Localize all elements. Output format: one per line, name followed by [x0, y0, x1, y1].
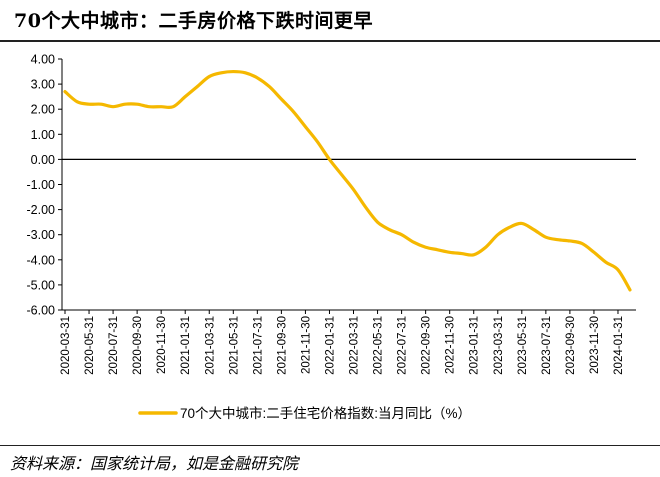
x-axis: 2020-03-31 2020-05-31 2020-07-31 2020-09-30…: [60, 158, 636, 375]
y-tick-label: 0.00: [31, 153, 55, 167]
y-axis: 4.00 3.00 2.00 1.00 0.00 -1.00 -2.00 -3.00 -4.00…: [27, 53, 63, 318]
y-tick-label: -4.00: [27, 253, 56, 267]
series-line: [63, 69, 632, 292]
x-tick-label: 2021-01-31: [180, 316, 192, 375]
y-tick-label: -5.00: [27, 278, 56, 292]
chart-area: 4.00 3.00 2.00 1.00 0.00 -1.00 -2.00 -3.00 -4.00…: [0, 42, 660, 440]
x-tick-label: 2023-05-31: [517, 316, 529, 375]
x-tick-label: 2023-11-30: [589, 316, 601, 374]
legend: 70个大中城市:二手住宅价格指数:当月同比（%）: [138, 405, 471, 421]
x-tick-label: 2020-07-31: [108, 316, 120, 375]
title-divider: [0, 40, 660, 42]
x-tick-label: 2022-11-30: [445, 316, 457, 374]
x-tick-label: 2023-01-31: [469, 316, 481, 375]
x-tick-label: 2022-03-31: [349, 316, 361, 375]
x-tick-label: 2023-03-31: [493, 316, 505, 375]
x-tick-label: 2021-03-31: [204, 316, 216, 375]
source-note: 资料来源：国家统计局，如是金融研究院: [10, 454, 299, 473]
y-tick-label: -3.00: [27, 228, 56, 242]
x-tick-label: 2020-11-30: [156, 316, 168, 374]
y-tick-label: -6.00: [27, 304, 56, 318]
x-tick-label: 2022-01-31: [324, 316, 336, 375]
chart-title: 70个大中城市：二手房价格下跌时间更早: [14, 10, 373, 32]
x-tick-label: 2020-05-31: [84, 316, 96, 375]
y-tick-label: 2.00: [31, 103, 55, 117]
legend-label: 70个大中城市:二手住宅价格指数:当月同比（%）: [180, 405, 471, 421]
series-layer: [63, 69, 632, 292]
y-tick-label: -1.00: [27, 178, 56, 192]
x-tick-label: 2023-07-31: [541, 316, 553, 375]
y-tick-label: 1.00: [31, 128, 55, 142]
x-tick-label: 2020-03-31: [60, 316, 72, 375]
line-chart: 4.00 3.00 2.00 1.00 0.00 -1.00 -2.00 -3.00 -4.00…: [27, 53, 636, 421]
x-tick-label: 2021-05-31: [228, 316, 240, 375]
x-tick-label: 2021-09-30: [276, 316, 288, 375]
y-tick-label: -2.00: [27, 203, 56, 217]
x-tick-label: 2022-09-30: [421, 316, 433, 375]
x-tick-label: 2022-05-31: [373, 316, 385, 375]
x-tick-label: 2021-07-31: [252, 316, 264, 375]
x-tick-label: 2024-01-31: [613, 316, 625, 375]
source-divider: [0, 445, 660, 446]
x-tick-label: 2021-11-30: [300, 316, 312, 374]
y-tick-label: 3.00: [31, 78, 55, 92]
x-tick-label: 2020-09-30: [132, 316, 144, 375]
x-tick-label: 2023-09-30: [565, 316, 577, 375]
x-tick-label: 2022-07-31: [397, 316, 409, 375]
y-tick-label: 4.00: [31, 53, 55, 67]
